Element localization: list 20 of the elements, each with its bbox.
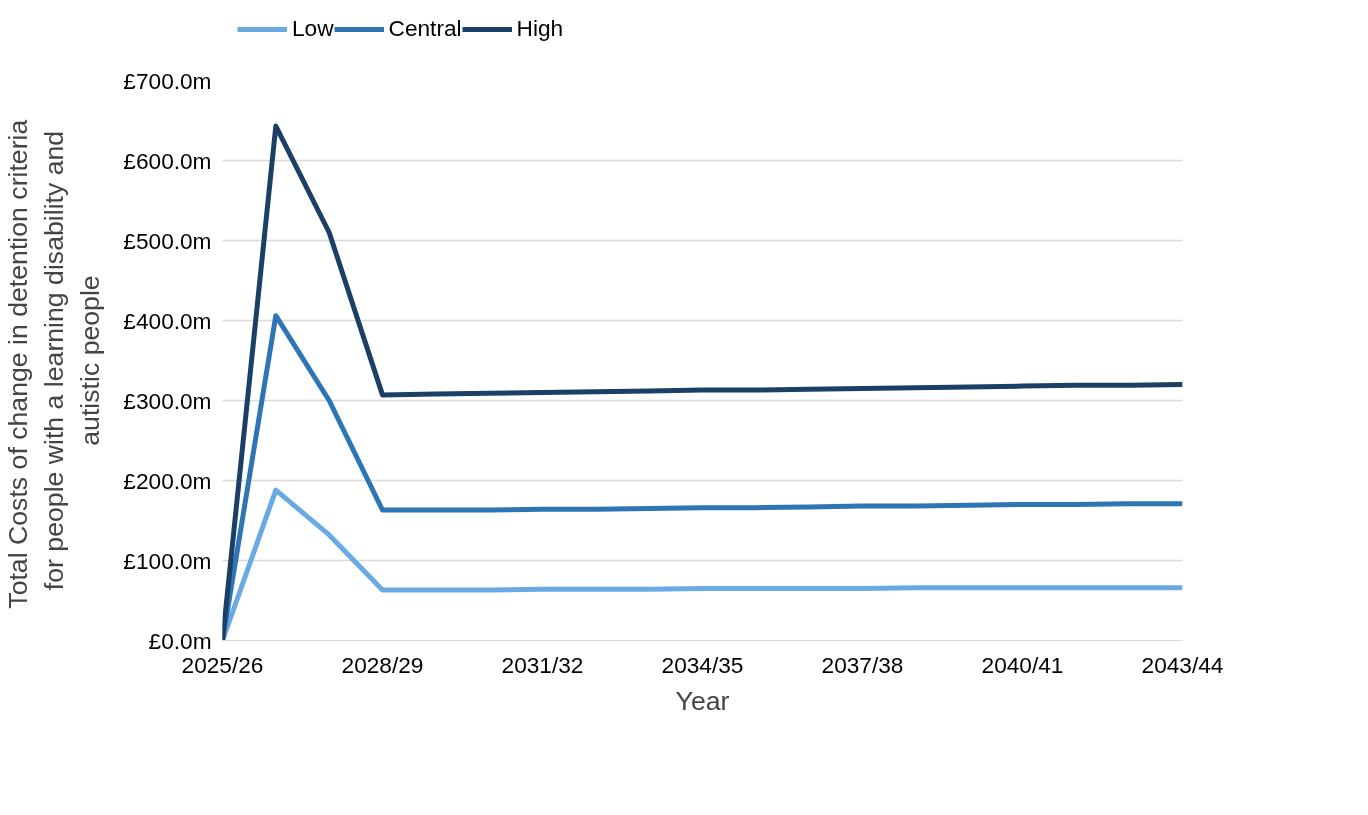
legend-label: Central: [388, 15, 462, 42]
x-axis-title: Year: [675, 685, 730, 716]
legend-label: High: [516, 15, 564, 42]
legend-label: Low: [292, 15, 334, 42]
y-tick-label: £600.0m: [123, 147, 212, 174]
x-tick-label: 2040/41: [981, 651, 1064, 678]
x-tick-label: 2034/35: [661, 651, 744, 678]
x-tick-label: 2025/26: [181, 651, 264, 678]
x-tick-label: 2037/38: [821, 651, 904, 678]
y-tick-label: £400.0m: [123, 307, 212, 334]
y-tick-label: £300.0m: [123, 387, 212, 414]
y-tick-label: £700.0m: [123, 67, 212, 94]
y-tick-label: £100.0m: [123, 547, 212, 574]
y-tick-label: £500.0m: [123, 227, 212, 254]
x-tick-label: 2043/44: [1141, 651, 1224, 678]
x-tick-label: 2028/29: [341, 651, 424, 678]
x-tick-label: 2031/32: [501, 651, 584, 678]
y-tick-label: £200.0m: [123, 467, 212, 494]
y-axis-title: Total Costs of change in detention criteria for people with a learning disability and autistic people: [3, 119, 106, 609]
y-tick-label: £0.0m: [148, 627, 212, 654]
